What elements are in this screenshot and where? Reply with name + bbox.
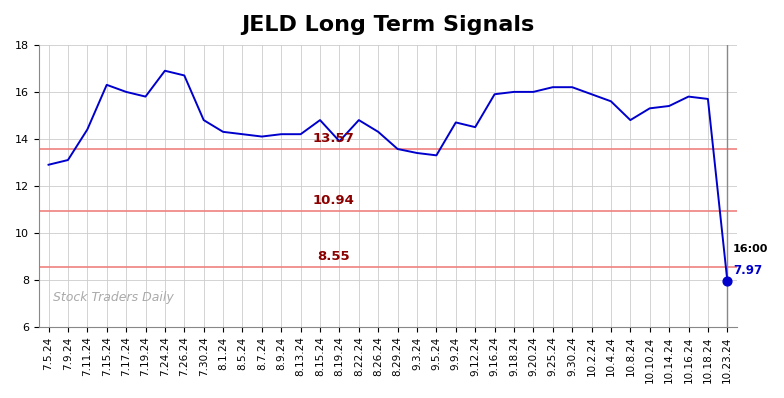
Point — [721, 277, 734, 284]
Text: 10.94: 10.94 — [313, 194, 354, 207]
Text: 8.55: 8.55 — [318, 250, 350, 263]
Text: 13.57: 13.57 — [313, 133, 354, 146]
Title: JELD Long Term Signals: JELD Long Term Signals — [241, 15, 535, 35]
Text: Stock Traders Daily: Stock Traders Daily — [53, 291, 173, 304]
Text: 16:00: 16:00 — [733, 244, 768, 254]
Text: 7.97: 7.97 — [733, 263, 762, 277]
